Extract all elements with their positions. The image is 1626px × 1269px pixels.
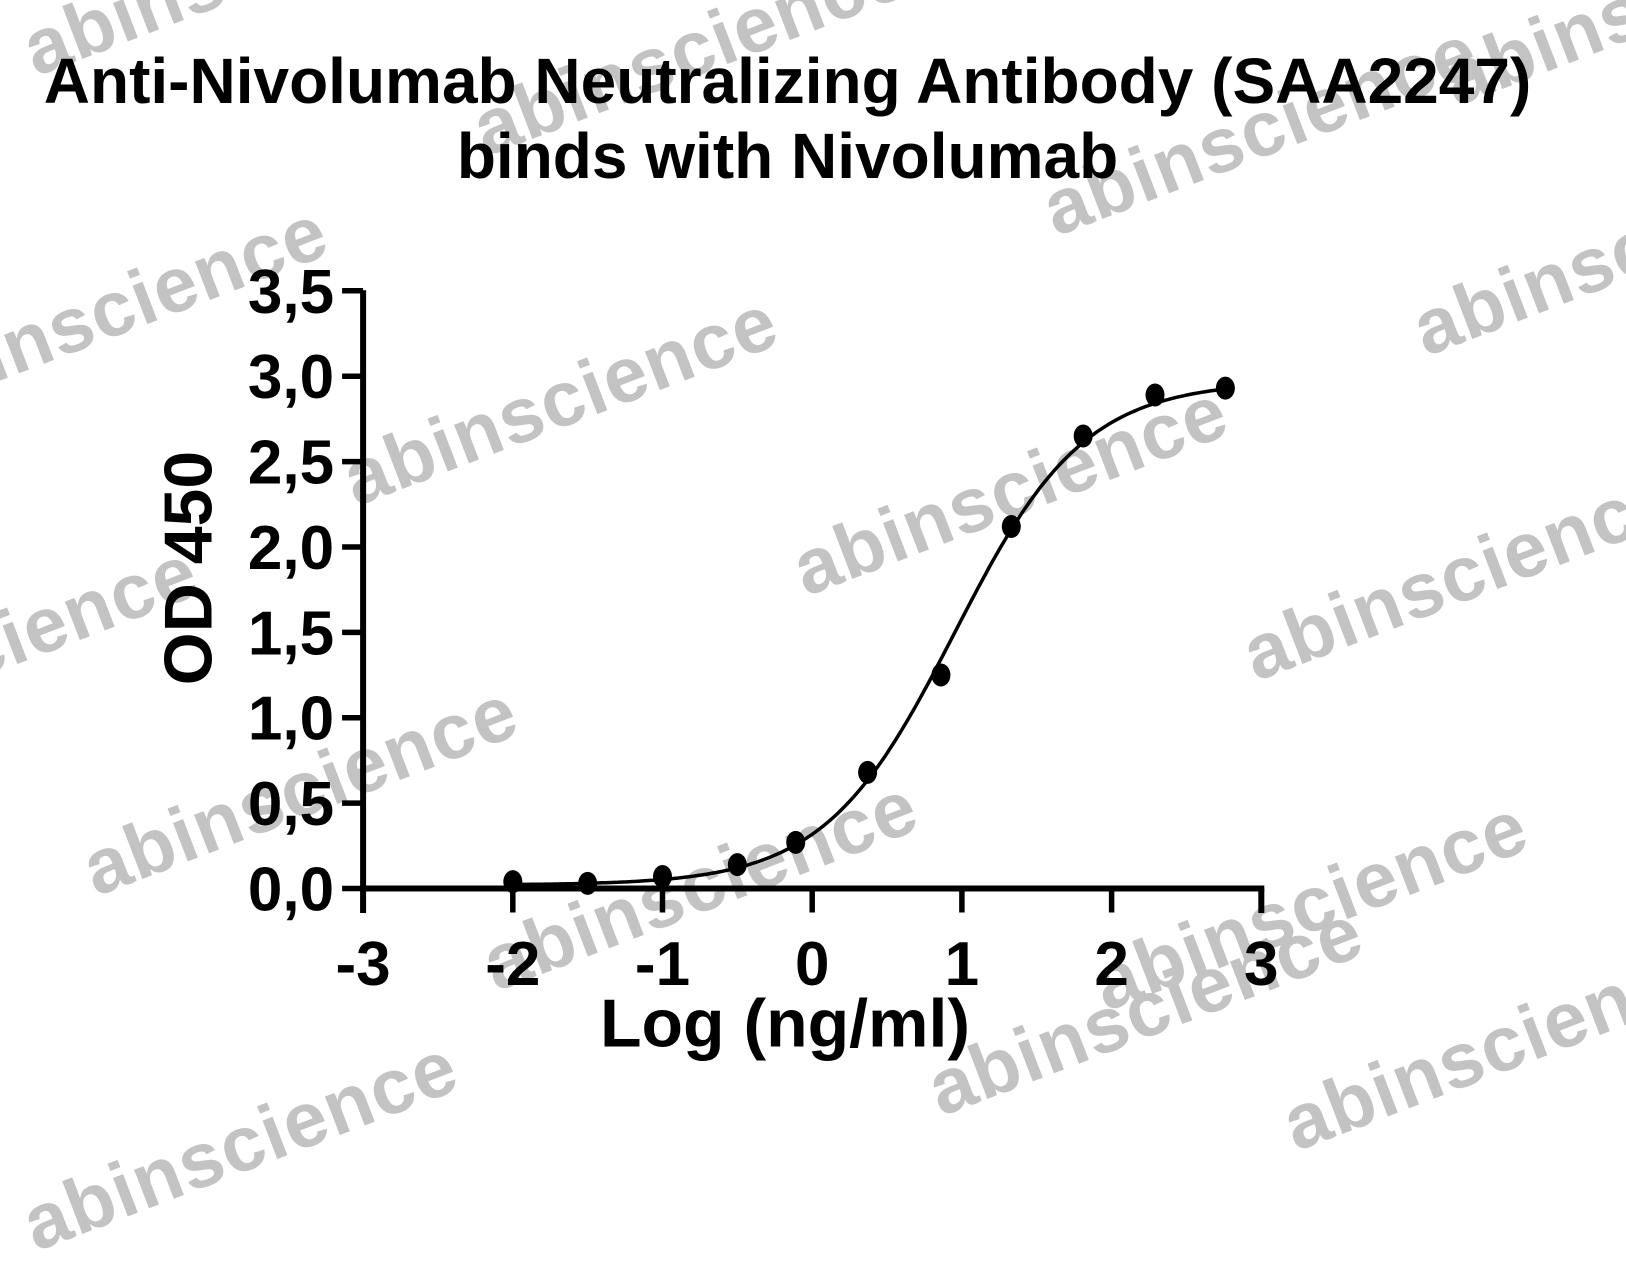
- chart-title-line-2: binds with Nivolumab: [456, 120, 1119, 192]
- data-point: [1073, 424, 1093, 448]
- data-point: [1215, 376, 1235, 400]
- x-tick-label: 0: [795, 930, 829, 999]
- x-tick-label: 1: [945, 930, 979, 999]
- x-tick-label: -3: [336, 930, 391, 999]
- data-point: [727, 853, 747, 877]
- y-axis-title: OD 450: [150, 451, 226, 685]
- y-tick-label: 0,5: [248, 770, 334, 839]
- x-tick-label: -2: [485, 930, 540, 999]
- x-axis-title: Log (ng/ml): [600, 985, 970, 1061]
- data-point: [1001, 514, 1021, 538]
- data-point: [858, 760, 878, 784]
- dose-response-chart: 0,0 0,5 1,0 1,5 2,0 2,5 3,0 3,5 -3 -2 -1 0 1 2 3 OD 45…: [150, 258, 1278, 1062]
- data-point: [786, 830, 806, 854]
- y-tick-label: 2,5: [248, 429, 334, 498]
- y-tick-label: 2,0: [248, 514, 334, 583]
- y-tick-label: 1,5: [248, 599, 334, 668]
- y-tick-label: 3,5: [248, 258, 334, 327]
- chart-title-line-1: Anti-Nivolumab Neutralizing Antibody (SA…: [43, 45, 1532, 117]
- y-tick-label: 1,0: [248, 685, 334, 754]
- y-tick-label: 3,0: [248, 343, 334, 412]
- x-tick-label: 2: [1094, 930, 1128, 999]
- chart-title: Anti-Nivolumab Neutralizing Antibody (SA…: [0, 44, 1575, 194]
- data-point: [653, 865, 672, 889]
- data-point: [1145, 383, 1165, 407]
- x-tick-label: 3: [1244, 930, 1278, 999]
- x-tick-label: -1: [635, 930, 690, 999]
- data-point: [931, 663, 951, 687]
- data-point: [578, 871, 598, 895]
- data-point: [503, 870, 523, 894]
- fit-curve: [512, 387, 1226, 887]
- y-tick-label: 0,0: [248, 856, 334, 925]
